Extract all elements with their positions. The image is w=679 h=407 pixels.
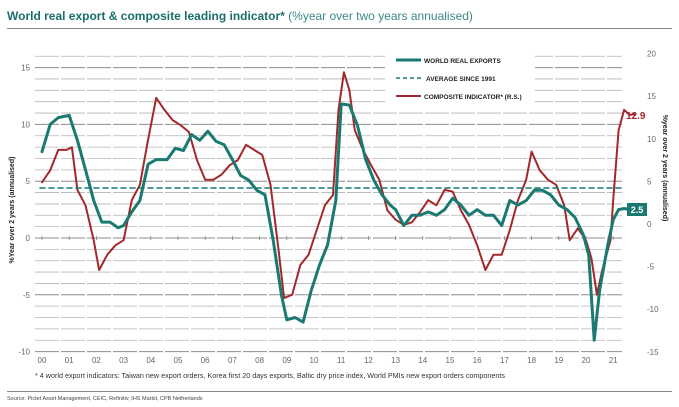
- chart-title-main: World real export & composite leading in…: [7, 9, 285, 23]
- right-y-tick-label: 10: [647, 135, 656, 144]
- x-tick-label: 11: [337, 356, 346, 365]
- right-y-tick-label: -15: [647, 348, 659, 357]
- right-y-tick-label: 15: [647, 92, 656, 101]
- left-y-tick-label: -5: [23, 291, 31, 300]
- footer-divider: [7, 391, 672, 392]
- x-tick-label: 08: [255, 356, 264, 365]
- x-tick-label: 02: [92, 356, 101, 365]
- x-axis-ticks: 00 01 02 03 04 05 06 07 08 09 10 11 12 13 14 15 16 17 18 19…: [38, 236, 618, 365]
- x-tick-label: 10: [310, 356, 319, 365]
- exports-end-label: 2.5: [627, 203, 647, 216]
- right-y-tick-label: -5: [647, 263, 655, 272]
- x-tick-label: 15: [446, 356, 455, 365]
- x-tick-label: 14: [418, 356, 427, 365]
- x-tick-label: 09: [282, 356, 291, 365]
- gridlines: [35, 55, 622, 353]
- x-tick-label: 13: [391, 356, 400, 365]
- right-y-tick-label: 0: [647, 220, 652, 229]
- right-y-tick-label: -10: [647, 305, 659, 314]
- left-y-tick-label: 5: [26, 177, 31, 186]
- x-tick-label: 00: [38, 356, 47, 365]
- left-y-axis-label: %Year over 2 years (annualised): [9, 157, 16, 264]
- composite-end-label: 12.9: [626, 111, 646, 122]
- chart-title-sub: (%year over two years annualised): [284, 9, 473, 23]
- x-tick-label: 20: [582, 356, 591, 365]
- series-lines: [39, 71, 636, 342]
- left-y-tick-label: 15: [21, 64, 30, 73]
- right-y-tick-label: 5: [647, 177, 652, 186]
- exports-end-label-box: [627, 203, 647, 216]
- legend-label-average: AVERAGE SINCE 1991: [426, 76, 496, 83]
- legend-label-exports: WORLD REAL EXPORTS: [424, 58, 501, 65]
- world-real-exports-line: [40, 102, 631, 342]
- source-note: Source: Pictet Asset Management, CEIC, R…: [7, 396, 203, 402]
- x-tick-label: 01: [65, 356, 74, 365]
- legend-label-composite: COMPOSITE INDICATOR* (R.S.): [424, 94, 522, 101]
- x-tick-label: 17: [500, 356, 509, 365]
- composite-indicator-line: [41, 71, 636, 300]
- exports-end-label-text: 2.5: [631, 205, 644, 215]
- x-tick-label: 16: [473, 356, 482, 365]
- x-tick-label: 07: [228, 356, 237, 365]
- chart-title: World real export & composite leading in…: [7, 9, 473, 23]
- x-tick-label: 19: [554, 356, 563, 365]
- left-y-tick-label: 0: [26, 234, 31, 243]
- x-tick-label: 06: [201, 356, 210, 365]
- legend: WORLD REAL EXPORTS AVERAGE SINCE 1991 CO…: [385, 49, 535, 107]
- title-divider: [7, 28, 672, 29]
- left-y-axis-ticks: 15 10 5 0 -5 -10: [18, 64, 30, 357]
- x-tick-label: 18: [527, 356, 536, 365]
- footnote: * 4 world export indicators: Taiwan new …: [35, 371, 505, 380]
- x-tick-label: 21: [609, 356, 618, 365]
- x-tick-label: 03: [119, 356, 128, 365]
- left-y-tick-label: 10: [21, 120, 30, 129]
- x-tick-label: 12: [364, 356, 373, 365]
- right-y-axis-label: %year over 2 years (annualised): [661, 115, 668, 222]
- left-y-tick-label: -10: [18, 348, 30, 357]
- right-y-tick-label: 20: [647, 50, 656, 59]
- right-y-axis-ticks: 20 15 10 5 0 -5 -10 -15: [647, 50, 659, 357]
- x-tick-label: 05: [174, 356, 183, 365]
- x-tick-label: 04: [146, 356, 155, 365]
